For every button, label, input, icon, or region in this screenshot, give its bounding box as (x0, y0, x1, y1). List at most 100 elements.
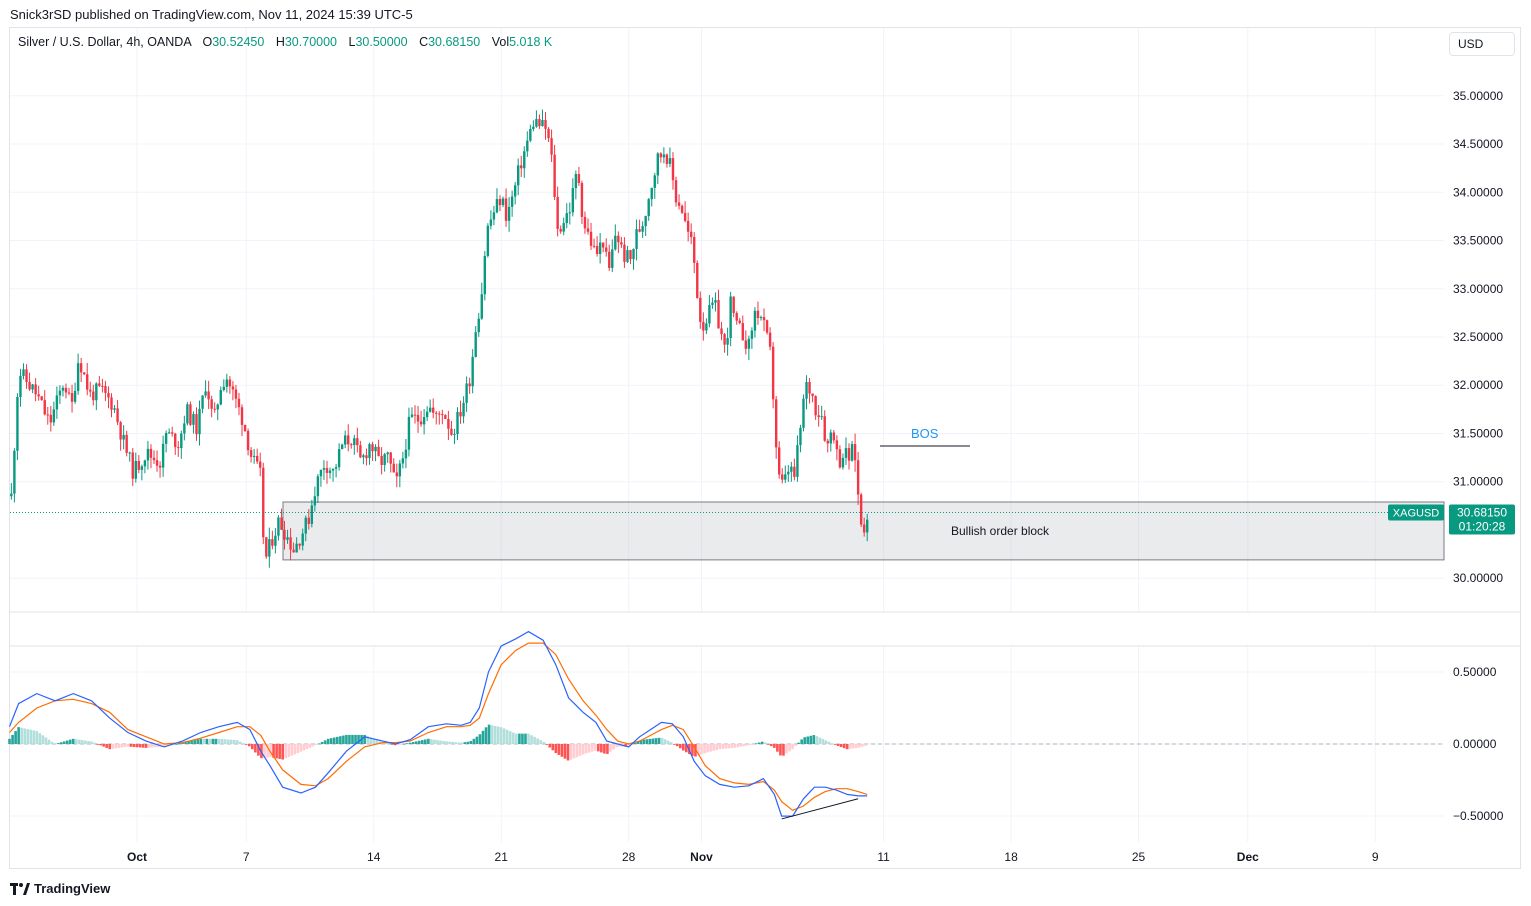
macd-histogram-bar (858, 744, 861, 748)
price-tag-countdown: 01:20:28 (1459, 519, 1506, 533)
macd-histogram-bar (685, 744, 688, 753)
candle-body (259, 461, 262, 468)
macd-histogram-bar (454, 742, 457, 744)
candle-body (119, 422, 122, 440)
symbol-description[interactable]: Silver / U.S. Dollar, 4h, OANDA (18, 35, 191, 49)
macd-histogram-bar (135, 744, 139, 748)
candle-body (680, 205, 684, 213)
candle-body (859, 494, 863, 525)
macd-histogram-bar (839, 744, 843, 748)
macd-histogram-bar (53, 744, 57, 745)
macd-histogram (8, 724, 867, 761)
candle-body (252, 455, 256, 457)
macd-histogram-bar (372, 738, 376, 744)
candle-body (702, 321, 705, 331)
candle-body (693, 237, 696, 263)
price-tag-value: 30.68150 (1457, 505, 1507, 519)
candle-body (732, 296, 735, 313)
candle-body (592, 245, 596, 247)
macd-histogram-bar (539, 740, 542, 744)
candle-body (110, 397, 113, 410)
candle-body (504, 198, 508, 221)
candle-body (711, 302, 714, 305)
macd-histogram-bar (102, 744, 105, 747)
macd-histogram-bar (618, 744, 621, 747)
macd-histogram-bar (521, 733, 524, 744)
candle-body (64, 387, 68, 393)
macd-histogram-bar (35, 731, 39, 744)
candle-body (435, 412, 438, 414)
candle-body (201, 395, 204, 409)
candle-body (683, 212, 687, 221)
macd-histogram-bar (99, 744, 102, 746)
macd-histogram-bar (779, 744, 782, 756)
candle-body (140, 466, 144, 470)
candle-body (601, 242, 605, 248)
macd-histogram-bar (636, 741, 640, 744)
macd-histogram-bar (293, 744, 297, 755)
candle-body (507, 206, 511, 221)
candle-body (28, 382, 31, 390)
macd-histogram-bar (566, 744, 570, 761)
macd-histogram-bar (442, 740, 445, 744)
macd-histogram-bar (211, 738, 215, 744)
candle-body (665, 154, 669, 164)
candle-body (838, 449, 842, 468)
macd-histogram-bar (536, 738, 539, 744)
macd-histogram-bar (727, 744, 731, 749)
candle-body (82, 372, 86, 375)
time-axis-label: 11 (877, 850, 890, 864)
macd-histogram-bar (633, 742, 637, 744)
candle-body (371, 444, 374, 452)
macd-histogram-bar (675, 744, 679, 747)
bos-label: BOS (911, 426, 939, 441)
candle-body (295, 543, 298, 553)
macd-histogram-bar (575, 744, 579, 758)
candle-body (95, 383, 98, 401)
macd-histogram-bar (606, 744, 609, 754)
candle-body (595, 245, 599, 255)
macd-histogram-bar (766, 744, 770, 745)
candle-body (565, 213, 568, 224)
macd-histogram-bar (345, 734, 348, 744)
candle-body (243, 424, 247, 431)
macd-histogram-bar (848, 744, 852, 749)
candle-body (337, 449, 341, 468)
macd-histogram-bar (278, 744, 281, 759)
macd-histogram-bar (842, 744, 846, 749)
time-axis-label: Oct (127, 850, 147, 864)
macd-histogram-bar (745, 744, 749, 746)
candle-body (623, 244, 626, 262)
candle-body (158, 465, 162, 468)
macd-histogram-bar (266, 744, 269, 758)
macd-histogram-bar (68, 739, 72, 744)
macd-histogram-bar (14, 731, 17, 744)
candle-body (486, 225, 490, 256)
candle-body (231, 386, 235, 390)
currency-selector[interactable]: USD (1449, 32, 1515, 56)
macd-histogram-bar (569, 744, 573, 760)
candle-body (213, 408, 216, 410)
macd-histogram-bar (864, 744, 867, 746)
candle-body (52, 409, 56, 423)
candle-body (410, 414, 414, 417)
candle-body (432, 407, 435, 413)
macd-histogram-bar (223, 739, 227, 744)
macd-histogram-bar (381, 742, 385, 744)
price-axis-label: 33.00000 (1453, 282, 1503, 296)
macd-histogram-bar (29, 729, 33, 744)
macd-histogram-bar (487, 724, 491, 744)
candles-series (10, 109, 869, 568)
macd-histogram-bar (296, 744, 300, 754)
macd-histogram-bar (691, 744, 694, 756)
tradingview-logo[interactable]: TradingView (10, 881, 110, 896)
price-axis-label: 34.50000 (1453, 137, 1503, 151)
time-axis-label: 18 (1004, 850, 1018, 864)
candle-body (784, 474, 787, 480)
macd-histogram-bar (244, 744, 248, 745)
candle-body (413, 414, 417, 416)
macd-histogram-bar (563, 744, 567, 759)
candle-body (823, 416, 826, 441)
macd-histogram-bar (126, 744, 130, 747)
